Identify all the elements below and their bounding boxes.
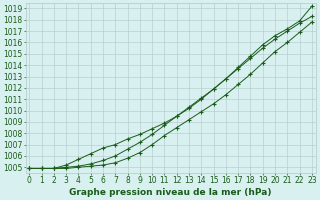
X-axis label: Graphe pression niveau de la mer (hPa): Graphe pression niveau de la mer (hPa) (69, 188, 272, 197)
